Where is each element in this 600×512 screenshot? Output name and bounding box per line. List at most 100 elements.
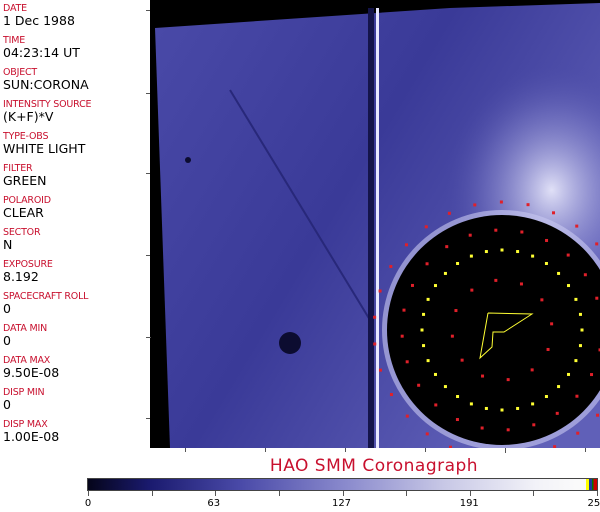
header-field: DISP MIN 0	[3, 387, 45, 412]
overlay-marker	[378, 289, 382, 293]
overlay-marker	[456, 395, 460, 399]
colorbar-tick	[88, 491, 89, 496]
field-label: TYPE-OBS	[3, 131, 49, 142]
axis-tick	[425, 448, 426, 452]
field-value: 0	[3, 333, 11, 348]
axis-tick	[505, 448, 506, 453]
image-canvas	[155, 3, 600, 448]
overlay-marker	[546, 347, 550, 351]
overlay-marker	[425, 432, 429, 436]
field-value: 9.50E-08	[3, 365, 60, 380]
overlay-marker	[426, 297, 430, 301]
field-label: POLAROID	[3, 195, 51, 206]
colorbar-tick	[151, 491, 153, 496]
overlay-marker	[575, 394, 579, 398]
overlay-marker	[566, 253, 570, 257]
field-label: SPACECRAFT ROLL	[3, 291, 89, 302]
field-value: 1.00E-08	[3, 429, 60, 444]
colorbar-tick	[597, 491, 598, 496]
overlay-marker	[516, 406, 520, 410]
overlay-marker	[494, 278, 498, 282]
header-field: SPACECRAFT ROLL 0	[3, 291, 88, 316]
colorbar-tick	[469, 491, 471, 496]
header-field: DATE 1 Dec 1988	[3, 3, 75, 28]
overlay-marker	[580, 328, 584, 332]
overlay-marker	[500, 248, 504, 252]
overlay-marker	[506, 428, 510, 432]
overlay-marker	[456, 261, 460, 265]
overlay-marker	[433, 284, 437, 288]
overlay-marker	[494, 228, 498, 232]
axis-tick	[146, 173, 150, 174]
overlay-marker	[424, 225, 428, 229]
colorbar	[87, 478, 598, 491]
overlay-marker	[557, 271, 561, 275]
header-field: OBJECT SUN:CORONA	[3, 67, 89, 92]
header-info-panel: DATE 1 Dec 1988 TIME 04:23:14 UT OBJECT SUN:C…	[0, 0, 150, 448]
overlay-marker	[516, 250, 520, 254]
overlay-marker	[545, 238, 549, 242]
overlay-marker	[555, 411, 559, 415]
overlay-marker	[470, 288, 474, 292]
field-label: FILTER	[3, 163, 33, 174]
overlay-marker	[519, 282, 523, 286]
field-value: CLEAR	[3, 205, 44, 220]
field-value: WHITE LIGHT	[3, 141, 86, 156]
occulter-disk	[387, 215, 600, 445]
overlay-marker	[460, 358, 464, 362]
field-label: DATA MIN	[3, 323, 47, 334]
axis-tick	[146, 10, 150, 11]
overlay-marker	[530, 368, 534, 372]
overlay-marker	[469, 402, 473, 406]
overlay-marker	[500, 408, 504, 412]
overlay-marker	[445, 245, 449, 249]
overlay-marker	[433, 372, 437, 376]
field-label: TIME	[3, 35, 26, 46]
overlay-marker	[574, 297, 578, 301]
overlay-marker	[531, 254, 535, 258]
axis-tick	[585, 448, 586, 452]
overlay-marker	[447, 211, 451, 215]
overlay-marker	[405, 360, 409, 364]
header-field: TYPE-OBS WHITE LIGHT	[3, 131, 85, 156]
header-field: DATA MIN 0	[3, 323, 47, 348]
occulter-pylon	[368, 8, 374, 448]
overlay-marker	[526, 203, 530, 207]
sector-outline	[479, 312, 534, 360]
colorbar-tick	[406, 491, 408, 496]
overlay-marker	[574, 359, 578, 363]
overlay-marker	[468, 233, 472, 237]
field-label: DISP MIN	[3, 387, 45, 398]
pylon-shadow	[229, 89, 371, 321]
overlay-marker	[481, 374, 485, 378]
overlay-marker	[454, 309, 458, 313]
dust-spot	[185, 157, 191, 163]
field-value: (K+F)*V	[3, 109, 54, 124]
overlay-marker	[402, 308, 406, 312]
overlay-marker	[567, 372, 571, 376]
overlay-marker	[373, 315, 377, 319]
colorbar-tick-label: 63	[207, 498, 221, 509]
axis-tick	[146, 418, 150, 419]
field-label: INTENSITY SOURCE	[3, 99, 92, 110]
overlay-marker	[578, 312, 582, 316]
overlay-marker	[595, 242, 599, 246]
overlay-marker	[484, 250, 488, 254]
overlay-marker	[404, 243, 408, 247]
colorbar-tick	[342, 491, 344, 496]
overlay-marker	[405, 414, 409, 418]
overlay-marker	[417, 383, 421, 387]
colorbar-tick	[533, 491, 535, 496]
axis-tick	[345, 448, 346, 452]
header-field: POLAROID CLEAR	[3, 195, 51, 220]
field-value: 0	[3, 397, 11, 412]
overlay-marker	[443, 385, 447, 389]
overlay-marker	[598, 348, 600, 352]
field-label: DATE	[3, 3, 27, 14]
header-field: FILTER GREEN	[3, 163, 47, 188]
overlay-marker	[389, 265, 393, 269]
field-value: N	[3, 237, 13, 252]
overlay-marker	[531, 402, 535, 406]
overlay-marker	[544, 261, 548, 265]
overlay-marker	[410, 283, 414, 287]
